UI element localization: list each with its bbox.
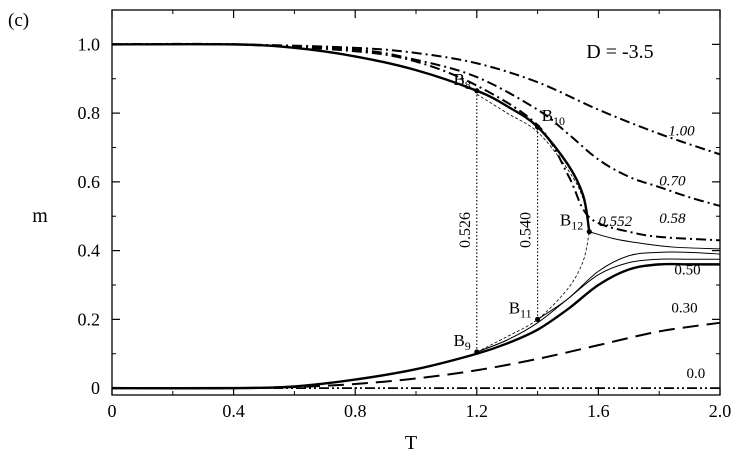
point-label: B9 <box>453 331 470 353</box>
point-label: B8 <box>453 70 470 92</box>
series-line-unstable-lower <box>476 231 590 353</box>
bifurcation-point <box>535 316 541 322</box>
x-tick-label: 0 <box>108 401 117 421</box>
curve-label: 0.70 <box>659 173 686 189</box>
parameter-annotation: D = -3.5 <box>586 41 653 63</box>
y-tick-label: 0 <box>91 378 100 398</box>
curve-label-layer: 1.00 0.70 0.58 0.552 0.50 0.30 0.0 <box>598 123 705 381</box>
series-line-0.526 <box>476 258 720 353</box>
plot-border <box>111 9 721 396</box>
series-layer <box>111 42 721 390</box>
series-line-0.70 <box>111 42 721 207</box>
curve-label: 1.00 <box>668 123 695 139</box>
bifurcation-point <box>535 124 541 130</box>
series-line-unstable <box>476 93 590 232</box>
series-line-0.58 <box>111 42 721 242</box>
x-tick-label: 1.2 <box>466 401 489 421</box>
curve-label: 0.58 <box>659 211 686 227</box>
coexistence-label: 0.526 <box>457 212 474 248</box>
y-tick-label: 0.8 <box>78 103 101 123</box>
y-tick-label: 1.0 <box>78 34 101 54</box>
curve-label: 0.0 <box>687 366 706 382</box>
vertical-line-layer: 0.526 0.540 <box>457 90 539 353</box>
series-line-0.50 <box>111 262 720 390</box>
point-label: B10 <box>542 106 565 128</box>
panel-label: (c) <box>8 10 29 31</box>
y-tick-label: 0.2 <box>78 309 101 329</box>
x-axis: 0 0.4 0.8 1.2 1.6 2.0 <box>108 10 732 421</box>
series-line-ordered <box>111 42 591 232</box>
x-tick-label: 1.6 <box>587 401 610 421</box>
curve-label: 0.552 <box>598 214 632 230</box>
plot-frame <box>111 9 721 396</box>
series-line-0.552 <box>589 231 721 250</box>
point-label: B11 <box>509 298 532 320</box>
x-tick-label: 2.0 <box>709 401 732 421</box>
y-axis: 0 0.2 0.4 0.6 0.8 1.0 <box>78 34 720 398</box>
x-tick-label: 0.8 <box>344 401 367 421</box>
curve-label: 0.30 <box>671 301 697 317</box>
curve-label: 0.50 <box>674 263 700 279</box>
y-axis-title: m <box>32 205 48 227</box>
series-line-0.30 <box>111 321 721 390</box>
bifurcation-point <box>474 349 480 355</box>
bifurcation-point <box>474 88 480 94</box>
y-tick-label: 0.6 <box>78 172 101 192</box>
x-axis-title: T <box>405 432 417 454</box>
x-tick-label: 0.4 <box>222 401 245 421</box>
bifurcation-point <box>586 229 592 235</box>
y-tick-label: 0.4 <box>78 241 101 261</box>
point-label: B12 <box>560 211 583 233</box>
coexistence-label: 0.540 <box>518 212 535 248</box>
